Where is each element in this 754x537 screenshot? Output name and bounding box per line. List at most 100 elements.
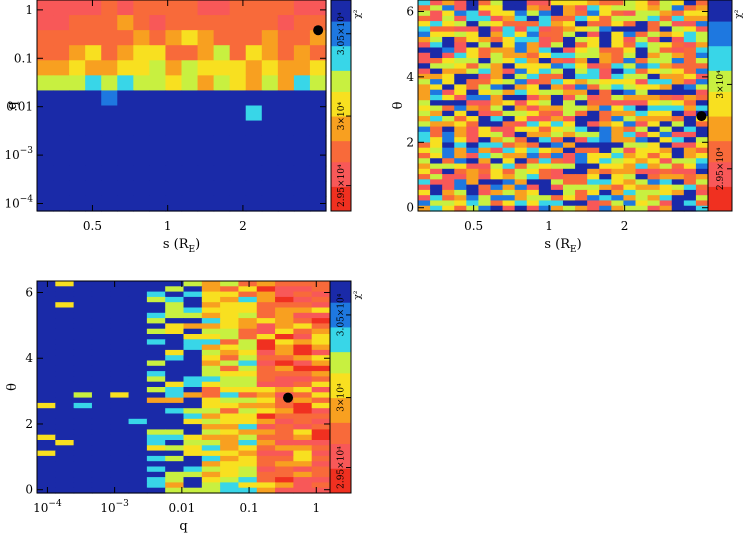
heatmap-cell (229, 135, 247, 152)
heatmap-cell (575, 73, 588, 80)
heatmap-cell (587, 84, 600, 91)
heatmap-cell (293, 461, 313, 468)
heatmap-cell (454, 31, 467, 38)
heatmap-cell (599, 10, 612, 17)
heatmap-cell (117, 45, 134, 61)
heatmap-cell (165, 302, 185, 309)
heatmap-cell (277, 75, 295, 92)
heatmap-cell (117, 105, 134, 122)
heatmap-cell (238, 355, 258, 362)
heatmap-cell (490, 168, 504, 175)
x-tick-label: 1 (312, 501, 320, 515)
heatmap-cell (502, 10, 516, 17)
heatmap-cell (55, 381, 75, 388)
heatmap-cell (418, 36, 431, 43)
heatmap-cell (85, 180, 102, 197)
heatmap-cell (611, 142, 625, 149)
heatmap-cell (695, 142, 709, 149)
heatmap-cell (311, 307, 331, 314)
heatmap-cell (635, 137, 649, 144)
heatmap-cell (430, 21, 443, 27)
heatmap-cell (454, 126, 467, 133)
heatmap-cell (526, 21, 540, 27)
heatmap-cell (659, 26, 673, 33)
heatmap-cell (514, 10, 528, 17)
heatmap-cell (526, 205, 540, 212)
colorbar-segment (330, 418, 351, 423)
heatmap-cell (275, 355, 294, 362)
heatmap-cell (599, 142, 612, 149)
heatmap-cell (466, 5, 480, 12)
heatmap-cell (128, 424, 148, 430)
heatmap-cell (418, 79, 431, 86)
heatmap-cell (275, 418, 294, 425)
heatmap-cell (502, 36, 516, 43)
heatmap-cell (563, 152, 576, 159)
heatmap-cell (311, 429, 331, 436)
heatmap-cell (117, 75, 134, 92)
heatmap-cell (550, 21, 564, 27)
heatmap-cell (201, 281, 221, 287)
heatmap-cell (213, 165, 231, 182)
heatmap-cell (69, 60, 86, 76)
heatmap-cell (256, 365, 276, 372)
heatmap-cell (563, 137, 576, 144)
heatmap-cell (550, 0, 564, 6)
heatmap-cell (309, 30, 327, 46)
heatmap-cell (635, 10, 649, 17)
heatmap-cell (311, 302, 331, 309)
heatmap-cell (599, 89, 612, 96)
heatmap-cell (538, 137, 552, 144)
heatmap-cell (478, 195, 492, 202)
heatmap-cell (91, 387, 111, 393)
heatmap-cell (37, 450, 56, 457)
heatmap-cell (220, 402, 240, 409)
heatmap-cell (213, 15, 231, 31)
heatmap-cell (146, 461, 166, 468)
heatmap-cell (275, 296, 294, 303)
heatmap-cell (623, 79, 637, 86)
colorbar-segment (708, 94, 732, 99)
heatmap-cell (599, 31, 612, 38)
heatmap-cell (683, 110, 697, 117)
heatmap-cell (311, 413, 331, 420)
heatmap-cell (110, 360, 130, 367)
heatmap-cell (647, 179, 661, 186)
heatmap-cell (238, 344, 258, 351)
heatmap-cell (623, 21, 637, 27)
heatmap-cell (309, 105, 327, 122)
heatmap-cell (245, 135, 263, 152)
heatmap-cell (550, 73, 564, 80)
heatmap-cell (165, 195, 183, 212)
heatmap-cell (502, 142, 516, 149)
heatmap-cell (599, 126, 612, 133)
best-fit-marker (696, 111, 707, 122)
heatmap-cell (55, 440, 75, 446)
heatmap-cell (55, 349, 75, 356)
heatmap-cell (454, 147, 467, 154)
heatmap-cell (245, 30, 263, 46)
heatmap-cell (220, 381, 240, 388)
heatmap-cell (599, 205, 612, 212)
heatmap-cell (563, 68, 576, 75)
heatmap-cell (293, 376, 313, 383)
heatmap-cell (599, 63, 612, 70)
heatmap-cell (599, 36, 612, 43)
heatmap-cell (611, 152, 625, 159)
heatmap-cell (69, 75, 86, 92)
heatmap-cell (563, 184, 576, 191)
heatmap-cell (695, 42, 709, 49)
heatmap-cell (538, 63, 552, 70)
heatmap-cell (293, 440, 313, 446)
colorbar-segment (330, 408, 351, 413)
heatmap-cell (55, 286, 75, 293)
heatmap-cell (526, 152, 540, 159)
heatmap-cell (128, 408, 148, 415)
heatmap-cell (647, 31, 661, 38)
heatmap-cell (599, 42, 612, 49)
heatmap-cell (599, 189, 612, 196)
heatmap-cell (490, 68, 504, 75)
colorbar-segment (331, 179, 351, 184)
heatmap-cell (238, 349, 258, 356)
heatmap-cell (238, 302, 258, 309)
